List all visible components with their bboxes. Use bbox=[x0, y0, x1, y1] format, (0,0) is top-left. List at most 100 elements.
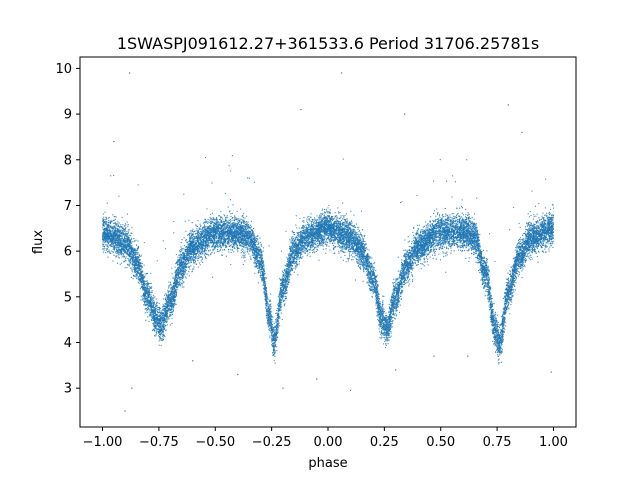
data-point bbox=[215, 220, 217, 223]
data-point bbox=[370, 288, 372, 291]
data-point bbox=[549, 218, 551, 221]
data-point bbox=[438, 247, 440, 249]
data-point bbox=[442, 244, 445, 246]
data-point bbox=[521, 267, 523, 269]
data-point bbox=[299, 256, 301, 258]
data-point bbox=[374, 292, 376, 294]
data-point bbox=[305, 247, 307, 249]
data-point bbox=[463, 226, 465, 228]
data-point bbox=[531, 190, 533, 192]
data-point bbox=[352, 246, 354, 248]
data-point bbox=[239, 235, 241, 237]
data-point bbox=[298, 227, 300, 229]
data-point bbox=[344, 229, 346, 231]
data-point bbox=[427, 238, 429, 240]
data-point bbox=[304, 252, 306, 254]
data-point bbox=[519, 238, 521, 240]
data-point bbox=[441, 227, 443, 229]
data-point bbox=[292, 246, 294, 248]
data-point bbox=[486, 283, 488, 285]
data-point bbox=[247, 248, 249, 250]
data-point bbox=[369, 265, 371, 267]
data-point bbox=[462, 219, 464, 221]
data-point bbox=[376, 311, 378, 313]
data-point bbox=[269, 335, 271, 337]
data-point bbox=[276, 335, 278, 337]
data-point bbox=[430, 244, 432, 246]
data-point bbox=[119, 239, 121, 241]
data-point bbox=[172, 298, 174, 300]
data-point bbox=[181, 256, 183, 258]
data-point bbox=[145, 289, 147, 291]
data-point bbox=[522, 234, 524, 236]
data-point bbox=[233, 247, 235, 249]
data-point bbox=[291, 262, 293, 264]
data-point bbox=[238, 225, 240, 227]
data-point bbox=[526, 225, 528, 227]
data-point bbox=[449, 245, 451, 247]
data-point bbox=[514, 258, 516, 260]
data-point bbox=[147, 293, 149, 295]
data-point bbox=[203, 248, 205, 250]
data-point bbox=[368, 258, 370, 260]
data-point bbox=[155, 319, 157, 321]
data-point bbox=[107, 221, 109, 224]
data-point bbox=[132, 261, 134, 263]
data-point bbox=[262, 257, 264, 259]
data-point bbox=[124, 261, 126, 263]
data-point bbox=[522, 268, 524, 270]
data-point bbox=[304, 246, 306, 249]
data-point bbox=[209, 235, 211, 237]
data-point bbox=[529, 249, 532, 251]
data-point bbox=[348, 231, 350, 233]
data-point bbox=[339, 238, 341, 240]
data-point bbox=[455, 236, 458, 238]
data-point bbox=[114, 218, 116, 220]
data-point bbox=[173, 303, 175, 305]
data-point bbox=[250, 220, 252, 222]
data-point bbox=[239, 228, 241, 230]
data-point bbox=[228, 239, 230, 241]
data-point bbox=[216, 218, 218, 220]
data-point bbox=[269, 304, 271, 307]
data-point bbox=[441, 231, 443, 234]
data-point bbox=[190, 255, 192, 257]
data-point bbox=[216, 250, 218, 252]
data-point bbox=[381, 308, 383, 311]
data-point bbox=[217, 248, 219, 251]
data-point bbox=[298, 252, 300, 254]
data-point bbox=[501, 330, 503, 332]
data-point bbox=[150, 311, 152, 313]
data-point bbox=[479, 246, 481, 249]
data-point bbox=[502, 327, 504, 329]
data-point bbox=[326, 219, 328, 221]
data-point bbox=[106, 244, 108, 246]
data-point bbox=[396, 302, 399, 304]
data-point bbox=[533, 216, 535, 218]
data-point bbox=[392, 299, 394, 301]
data-point bbox=[483, 265, 485, 267]
data-point bbox=[108, 251, 110, 253]
data-point bbox=[279, 277, 281, 279]
data-point bbox=[411, 254, 413, 256]
data-point bbox=[201, 247, 203, 249]
data-point bbox=[254, 262, 257, 264]
data-point bbox=[186, 241, 188, 243]
data-point bbox=[510, 271, 512, 273]
data-point bbox=[280, 291, 282, 293]
data-point bbox=[220, 224, 222, 226]
data-point bbox=[429, 247, 432, 249]
data-point bbox=[115, 242, 117, 244]
data-point bbox=[269, 337, 271, 339]
data-point bbox=[381, 326, 383, 328]
data-point bbox=[274, 346, 276, 348]
data-point bbox=[353, 228, 355, 231]
data-point bbox=[181, 260, 183, 262]
data-point bbox=[452, 230, 454, 232]
data-point bbox=[308, 219, 310, 221]
data-point bbox=[138, 267, 140, 269]
data-point bbox=[327, 215, 330, 217]
data-point bbox=[392, 292, 395, 294]
data-point bbox=[251, 231, 253, 233]
data-point bbox=[421, 249, 424, 251]
